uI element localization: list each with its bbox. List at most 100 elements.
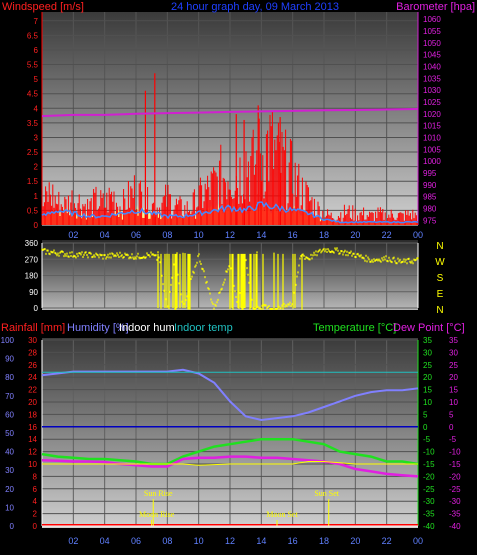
- y-tick-label: 25: [423, 361, 432, 370]
- y-tick-label: -20: [423, 472, 435, 481]
- compass-label: N: [436, 305, 443, 316]
- dew-point-series: [41, 455, 419, 478]
- y-tick-label: -5: [423, 435, 431, 444]
- y-tick-label: 30: [5, 466, 14, 475]
- y-tick-label: 30: [449, 348, 458, 357]
- x-tick-label: 18: [319, 536, 329, 546]
- y-tick-label: -10: [423, 448, 435, 457]
- humidity-axis-label: Humidity [%]: [67, 322, 129, 334]
- windspeed-axis-label: Windspeed [m/s]: [2, 1, 84, 13]
- y-tick-label: 3: [34, 133, 39, 142]
- humidity-series: [41, 368, 419, 422]
- y-tick-label: -10: [449, 448, 461, 457]
- y-tick-label: 2.5: [27, 148, 39, 157]
- x-tick-label: 06: [131, 230, 141, 240]
- y-tick-label: 6: [33, 485, 38, 494]
- event-label: Moon Rise: [139, 510, 175, 519]
- y-tick-label: -30: [449, 497, 461, 506]
- y-tick-label: -30: [423, 497, 435, 506]
- y-tick-label: 6.5: [27, 31, 39, 40]
- y-tick-label: 90: [5, 355, 14, 364]
- y-tick-label: 10: [5, 503, 14, 512]
- y-tick-label: 1010: [423, 133, 441, 142]
- y-tick-label: 5: [449, 410, 454, 419]
- y-tick-label: 50: [5, 429, 14, 438]
- y-tick-label: 80: [5, 373, 14, 382]
- wind-direction-series: [41, 247, 419, 310]
- y-tick-label: 90: [29, 288, 38, 297]
- y-tick-label: 1035: [423, 74, 441, 83]
- y-tick-label: 22: [28, 386, 37, 395]
- indoor-hum-series: [42, 461, 418, 466]
- x-tick-label: 16: [288, 230, 298, 240]
- rainfall-axis-label: Rainfall [mm]: [1, 322, 65, 334]
- x-tick-label: 02: [68, 230, 78, 240]
- event-label: Moon Set: [266, 510, 298, 519]
- y-tick-label: 12: [28, 448, 37, 457]
- y-tick-label: 4: [33, 497, 38, 506]
- x-tick-label: 14: [256, 230, 266, 240]
- x-tick-label: 22: [382, 536, 392, 546]
- x-tick-label: 14: [256, 536, 266, 546]
- x-tick-label: 12: [225, 536, 235, 546]
- y-tick-label: 100: [1, 336, 15, 345]
- y-tick-label: 1040: [423, 62, 441, 71]
- y-tick-label: 1005: [423, 145, 441, 154]
- y-tick-label: 18: [28, 410, 37, 419]
- x-tick-label: 10: [194, 230, 204, 240]
- temperature-axis-label: Temperature [°C]: [313, 322, 396, 334]
- x-tick-label: 20: [350, 536, 360, 546]
- y-tick-label: 15: [423, 386, 432, 395]
- y-tick-label: 1: [34, 192, 39, 201]
- x-tick-label: 22: [382, 230, 392, 240]
- x-tick-label: 02: [68, 536, 78, 546]
- y-tick-label: 985: [423, 193, 437, 202]
- y-tick-label: -15: [423, 460, 435, 469]
- dew-point-axis-label: Dew Point [°C]: [393, 322, 465, 334]
- indoor-hum-label: Indoor hum: [119, 322, 175, 334]
- y-tick-label: 5: [34, 75, 39, 84]
- y-tick-label: 1025: [423, 98, 441, 107]
- y-tick-label: 1020: [423, 110, 441, 119]
- compass-label: E: [437, 289, 444, 300]
- y-tick-label: -40: [449, 522, 461, 531]
- y-tick-label: 1045: [423, 51, 441, 60]
- compass-label: N: [436, 241, 443, 252]
- x-tick-label: 10: [194, 536, 204, 546]
- wind-average-series: [41, 201, 419, 224]
- y-tick-label: -40: [423, 522, 435, 531]
- temperature-series: [41, 437, 419, 466]
- y-tick-label: 975: [423, 216, 437, 225]
- x-tick-label: 00: [413, 536, 423, 546]
- barometer-axis-label: Barometer [hpa]: [396, 1, 475, 13]
- y-tick-label: 2: [33, 510, 38, 519]
- y-tick-label: 1000: [423, 157, 441, 166]
- y-tick-label: 30: [423, 348, 432, 357]
- y-tick-label: 10: [423, 398, 432, 407]
- y-tick-label: 0: [34, 221, 39, 230]
- y-tick-label: 5: [423, 410, 428, 419]
- x-tick-label: 12: [225, 230, 235, 240]
- y-tick-label: 4: [34, 104, 39, 113]
- x-tick-label: 06: [131, 536, 141, 546]
- temperature-panel: -40 -40 -35 -35 -30 -30 -25 -25 -20 -20 -15 -15 -10 -…: [1, 336, 461, 546]
- y-tick-label: 3.5: [27, 119, 39, 128]
- y-tick-label: 10: [449, 398, 458, 407]
- y-tick-label: 1030: [423, 86, 441, 95]
- y-tick-label: 40: [5, 448, 14, 457]
- y-tick-label: 70: [5, 392, 14, 401]
- y-tick-label: 25: [449, 361, 458, 370]
- y-tick-label: 20: [5, 485, 14, 494]
- y-tick-label: 16: [28, 423, 37, 432]
- y-tick-label: 20: [423, 373, 432, 382]
- y-tick-label: 360: [25, 239, 39, 248]
- y-tick-label: 30: [28, 336, 37, 345]
- x-tick-label: 04: [100, 536, 110, 546]
- event-label: Sun Rise: [144, 489, 173, 498]
- y-tick-label: 10: [28, 460, 37, 469]
- y-tick-label: 1.5: [27, 177, 39, 186]
- y-tick-label: 980: [423, 204, 437, 213]
